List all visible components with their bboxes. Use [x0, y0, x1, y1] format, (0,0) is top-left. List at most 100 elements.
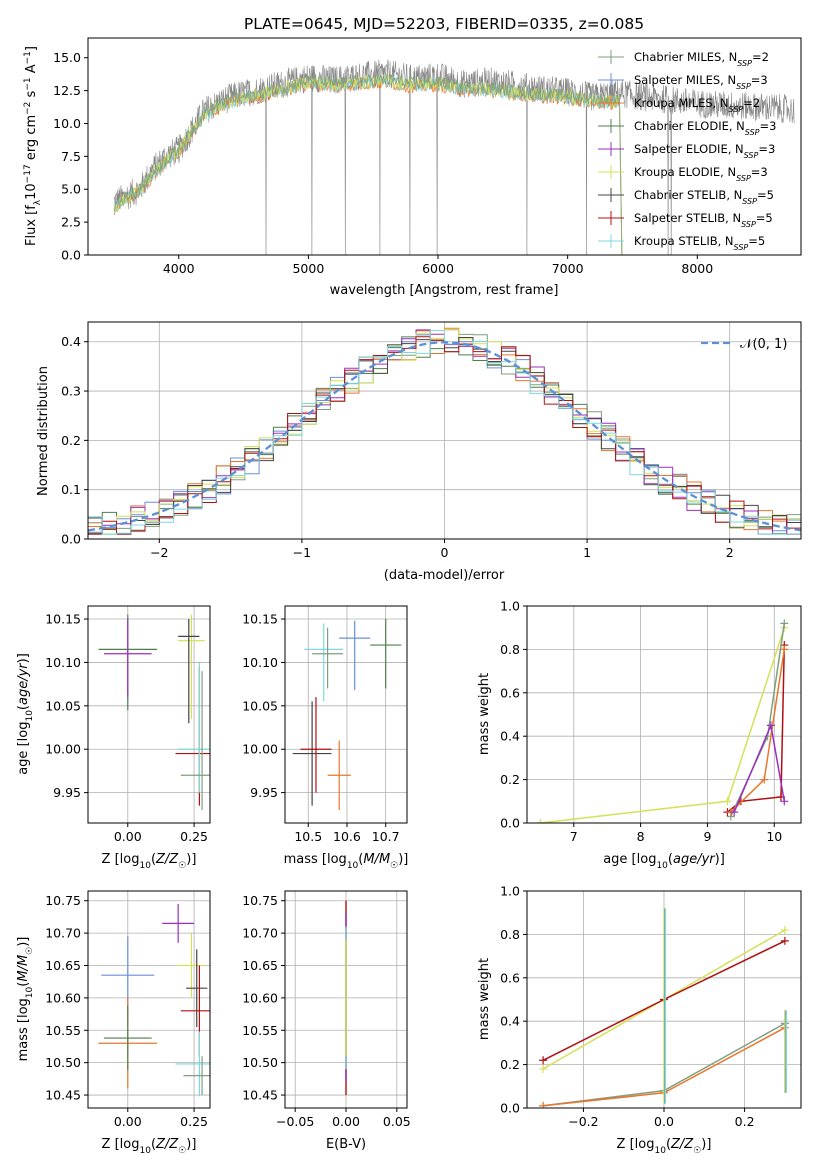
label-part: M/M [16, 955, 31, 982]
axes-frame [284, 605, 408, 824]
legend-suffix: =2 [752, 50, 769, 64]
label-part: Z [log [102, 852, 140, 867]
legend-label-3: Chabrier ELODIE, NSSP=3 [634, 119, 776, 137]
legend-label: Chabrier MILES, N [634, 50, 737, 64]
figure-title: PLATE=0645, MJD=52203, FIBERID=0335, z=0… [244, 15, 644, 33]
y-tick-label: 10.70 [45, 926, 81, 941]
x-tick-label: 0.05 [383, 1114, 411, 1129]
y-tick-label: 1.0 [500, 599, 520, 614]
gaussian-curve [88, 341, 801, 532]
label-part: −1 [23, 51, 33, 64]
legend-label: Salpeter STELIB, N [634, 211, 741, 225]
x-tick-label: −2 [150, 545, 168, 560]
label-part: 10 [139, 861, 151, 871]
x-axis-label: wavelength [Angstrom, rest frame] [330, 283, 559, 298]
x-tick-label: 10.7 [372, 829, 400, 844]
legend-label: Kroupa MILES, N [634, 96, 729, 110]
weight-marker [760, 775, 769, 784]
legend-sub: SSP [734, 243, 749, 252]
legend-suffix: =5 [757, 188, 774, 202]
y-tick-label: 10.15 [45, 612, 81, 627]
y-tick-label: 10.55 [242, 1023, 278, 1038]
legend-label-0: Chabrier MILES, NSSP=2 [634, 50, 769, 68]
legend-label-8: Kroupa STELIB, NSSP=5 [634, 234, 765, 252]
label-part: Z [log [102, 1137, 140, 1152]
label-part: 10 [654, 1146, 666, 1156]
legend-suffix: =3 [751, 73, 768, 87]
y-tick-label: 10.15 [242, 612, 278, 627]
label-part: Z/Z [155, 852, 179, 867]
x-axis-label: E(B-V) [326, 1137, 366, 1152]
y-tick-label: 0.0 [500, 816, 520, 831]
legend-label: Kroupa STELIB, N [634, 234, 734, 248]
y-tick-label: 0.3 [61, 384, 81, 399]
legend-label: Kroupa ELODIE, N [634, 165, 736, 179]
y-tick-label: 0.8 [500, 642, 520, 657]
y-tick-label: 9.95 [53, 785, 81, 800]
label-part: ☉ [390, 861, 398, 871]
legend-sub: SSP [742, 197, 757, 206]
y-axis-label: Normed distribution [36, 366, 51, 496]
label-part: −17 [23, 164, 33, 183]
x-tick-label: 10 [766, 829, 782, 844]
x-axis-label: Z [log10(Z/Z☉)] [617, 1137, 712, 1156]
y-tick-label: 0.2 [500, 772, 520, 787]
y-tick-label: 10.60 [242, 990, 278, 1005]
legend-sub: SSP [736, 82, 751, 91]
x-tick-label: 9 [703, 829, 711, 844]
x-tick-label: 0.00 [332, 1114, 360, 1129]
x-axis-label: (data-model)/error [384, 568, 505, 583]
weight-marker [536, 819, 545, 823]
x-tick-label: 10.6 [333, 829, 361, 844]
label-part: ☉ [178, 861, 186, 871]
label-part: −1 [23, 77, 33, 90]
legend-suffix: =3 [760, 119, 777, 133]
weight-line-1 [727, 645, 786, 813]
label-part: )] [186, 1137, 196, 1152]
plot-area-spectrum [113, 59, 795, 255]
weight-marker [780, 936, 789, 945]
legend-sub: SSP [737, 59, 752, 68]
x-tick-label: −0.05 [276, 1114, 314, 1129]
plot-area-weight_vs_age [536, 619, 789, 823]
label-part: age/yr [673, 852, 716, 867]
x-tick-label: 2 [726, 545, 734, 560]
axes-age_vs_mass: 10.5 10.6 10.7 9.95 10.00 10.05 10.10 10.15 mass… [242, 605, 408, 871]
weight-marker [780, 645, 789, 654]
y-tick-label: 10.75 [242, 893, 278, 908]
axes-mass_vs_ebv: −0.05 0.00 0.05 10.45 10.50 10.55 10.60 10.65 10… [242, 890, 411, 1152]
y-axis-label: mass [log10(M/M☉)] [16, 937, 35, 1062]
y-tick-label: 0.2 [500, 1057, 520, 1072]
y-axis-label: age [log10(age/yr)] [16, 653, 35, 775]
y-tick-label: 10.65 [242, 958, 278, 973]
axes-spectrum: 4000 5000 6000 7000 8000 0.0 2.5 5.0 7.5 10.0 12.5… [23, 37, 802, 298]
label-part: ( [151, 1137, 156, 1152]
axes-residual_hist: −2 −1 0 1 2 0.0 0.1 0.2 0.3 0.4 𝒩(0, 1) (data-model… [36, 321, 802, 583]
x-axis-label: age [log10(age/yr)] [603, 852, 725, 871]
y-tick-label: 0.6 [500, 970, 520, 985]
plot-area-mass_vs_Z [98, 903, 210, 1097]
x-tick-label: 4000 [163, 261, 195, 276]
label-part: ( [16, 705, 31, 710]
y-tick-label: 10.65 [45, 958, 81, 973]
legend-label: Chabrier STELIB, N [634, 188, 742, 202]
label-part: Flux [f [24, 205, 39, 246]
x-tick-label: 8000 [681, 261, 713, 276]
legend-suffix: =2 [743, 96, 760, 110]
plot-area-age_vs_mass [292, 619, 402, 810]
axes-mass_vs_Z: 0.00 0.25 10.45 10.50 10.55 10.60 10.65 10.70 10… [16, 890, 211, 1156]
legend-label-2: Kroupa MILES, NSSP=2 [634, 96, 760, 114]
x-tick-label: 0 [441, 545, 449, 560]
label-part: λ [33, 199, 43, 205]
legend-label-1: Salpeter MILES, NSSP=3 [634, 73, 768, 91]
axes-frame [87, 890, 211, 1109]
label-part: ( [358, 852, 363, 867]
y-tick-label: 0.6 [500, 685, 520, 700]
x-tick-label: −1 [293, 545, 311, 560]
y-tick-label: 10.50 [242, 1055, 278, 1070]
axes-frame [526, 605, 802, 824]
label-part: Z/Z [670, 1137, 694, 1152]
legend-label: Salpeter MILES, N [634, 73, 736, 87]
legend-label: Salpeter ELODIE, N [634, 142, 744, 156]
